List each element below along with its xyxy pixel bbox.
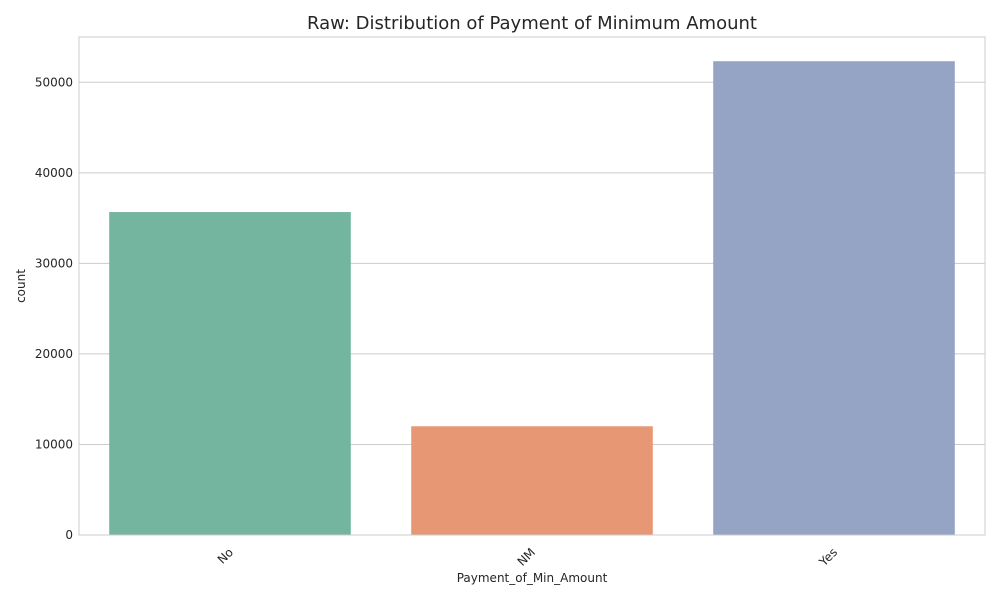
y-tick-label: 50000 bbox=[35, 75, 73, 89]
chart-title: Raw: Distribution of Payment of Minimum … bbox=[307, 13, 757, 34]
x-axis-label: Payment_of_Min_Amount bbox=[457, 571, 608, 585]
bar-no bbox=[109, 212, 351, 536]
bar-nm bbox=[411, 426, 653, 535]
y-axis-ticks: 0 10000 20000 30000 40000 50000 bbox=[35, 75, 73, 542]
y-tick-label: 10000 bbox=[35, 437, 73, 451]
y-tick-label: 20000 bbox=[35, 347, 73, 361]
y-axis-label: count bbox=[14, 269, 28, 303]
plot-frame bbox=[78, 36, 986, 536]
y-tick-label: 40000 bbox=[35, 166, 73, 180]
y-tick-label: 30000 bbox=[35, 256, 73, 270]
bars bbox=[109, 61, 955, 536]
y-tick-label: 0 bbox=[65, 528, 73, 542]
bar-yes bbox=[713, 61, 955, 535]
